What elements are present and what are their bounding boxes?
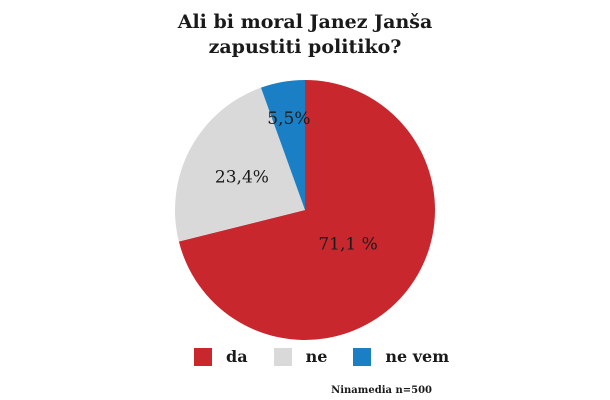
legend-label-da: da xyxy=(226,347,248,366)
legend-swatch-da xyxy=(194,347,212,366)
pie-slice-labels: 71,1 % 23,4% 5,5% xyxy=(215,109,378,255)
legend-item-ne-vem: ne vem xyxy=(353,347,449,366)
legend-label-ne-vem: ne vem xyxy=(385,347,450,366)
legend-swatch-ne-vem xyxy=(353,347,372,366)
pie-slice-label-da: 71,1 % xyxy=(318,235,377,255)
chart-legend: da ne ne vem xyxy=(194,347,475,366)
pie-slices xyxy=(175,80,435,340)
pie-slice-da xyxy=(178,80,435,340)
legend-label-ne: ne xyxy=(305,347,328,366)
chart-source: Ninamedia n=500 xyxy=(331,385,432,396)
chart-title-line-2: zapustiti politiko? xyxy=(208,36,402,58)
chart-title: Ali bi moral Janez Janša zapustiti polit… xyxy=(0,10,610,60)
pie-slice-ne xyxy=(175,87,305,242)
legend-swatch-ne xyxy=(273,347,292,366)
legend-item-ne: ne xyxy=(273,347,328,366)
pie-slice-label-ne: 23,4% xyxy=(215,167,269,187)
chart-title-line-1: Ali bi moral Janez Janša xyxy=(177,11,433,33)
legend-item-da: da xyxy=(194,347,248,366)
pie-slice-label-ne-vem: 5,5% xyxy=(267,109,310,129)
pie-slice-ne-vem xyxy=(260,80,305,210)
